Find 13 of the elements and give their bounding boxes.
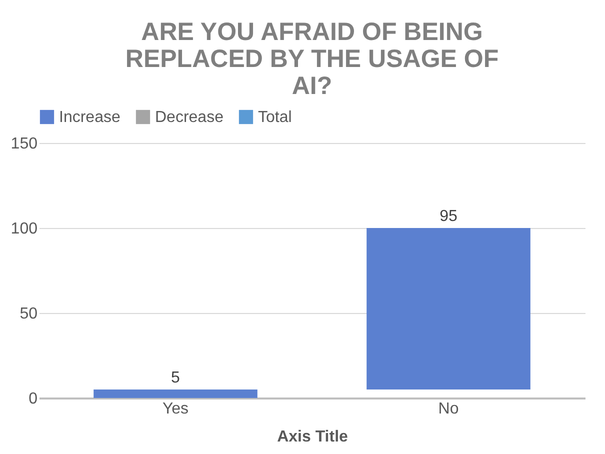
y-tick-label: 100: [10, 220, 38, 238]
chart-title: ARE YOU AFRAID OF BEING REPLACED BY THE USAGE OF AI?: [125, 18, 499, 100]
legend-label: Increase: [59, 109, 120, 126]
y-tick-label: 50: [20, 306, 38, 322]
data-label: 95: [440, 208, 458, 225]
x-tick-label: No: [438, 400, 459, 418]
y-tick-label: 0: [28, 390, 38, 408]
legend-label: Total: [258, 109, 292, 126]
x-axis-title: Axis Title: [277, 428, 348, 446]
y-tick-label: 150: [10, 136, 38, 152]
x-tick-label: Yes: [162, 400, 189, 418]
legend-label: Decrease: [155, 109, 224, 126]
data-label: 5: [171, 370, 180, 386]
